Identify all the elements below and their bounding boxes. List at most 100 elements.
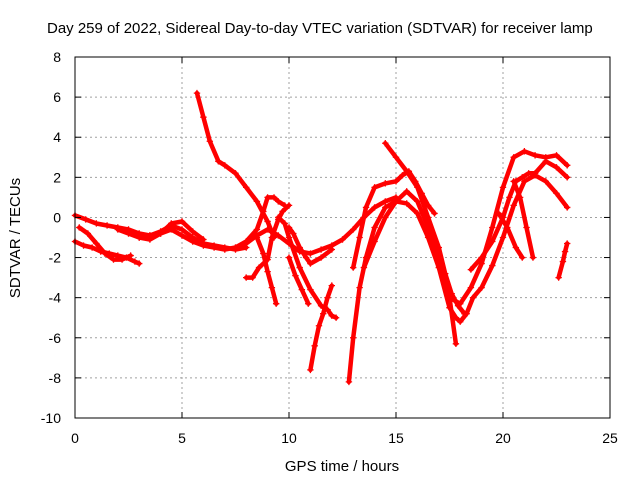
data-point bbox=[243, 274, 250, 281]
data-point bbox=[382, 198, 389, 205]
data-point bbox=[76, 224, 83, 231]
series-arc-9 bbox=[253, 234, 280, 307]
data-point bbox=[101, 250, 109, 257]
data-point bbox=[210, 242, 218, 249]
data-point bbox=[382, 180, 389, 187]
data-point bbox=[243, 238, 250, 245]
data-point bbox=[328, 282, 335, 289]
data-point bbox=[531, 170, 539, 177]
data-point bbox=[232, 244, 239, 251]
x-tick-label: 25 bbox=[602, 430, 618, 446]
data-point bbox=[285, 224, 293, 231]
data-point bbox=[298, 286, 306, 293]
y-tick-label: -6 bbox=[49, 330, 62, 346]
data-point bbox=[131, 258, 139, 265]
series-line bbox=[350, 169, 437, 270]
data-point bbox=[93, 240, 100, 247]
data-point bbox=[350, 264, 357, 271]
data-point bbox=[360, 264, 368, 271]
data-point bbox=[84, 230, 92, 237]
data-point bbox=[270, 194, 278, 201]
series-arc-22 bbox=[555, 240, 571, 281]
data-point bbox=[332, 314, 340, 321]
data-point bbox=[285, 202, 293, 209]
data-point bbox=[215, 158, 222, 165]
data-point bbox=[285, 254, 293, 261]
data-point bbox=[564, 204, 571, 211]
chart-title: Day 259 of 2022, Sidereal Day-to-day VTE… bbox=[47, 20, 593, 37]
data-point bbox=[243, 244, 250, 251]
data-point bbox=[281, 220, 288, 227]
data-series bbox=[71, 89, 571, 386]
data-point bbox=[553, 152, 560, 159]
data-point bbox=[296, 244, 303, 251]
y-tick-label: 8 bbox=[53, 49, 61, 65]
data-point bbox=[510, 178, 517, 185]
series-line bbox=[468, 159, 570, 272]
data-point bbox=[253, 198, 261, 205]
data-point bbox=[307, 286, 314, 293]
series-arc-12 bbox=[285, 254, 312, 307]
series-line bbox=[556, 241, 570, 280]
data-point bbox=[452, 340, 460, 347]
data-point bbox=[189, 234, 196, 241]
data-point bbox=[414, 198, 421, 205]
data-point bbox=[305, 300, 312, 307]
y-tick-label: 2 bbox=[53, 169, 61, 185]
data-point bbox=[264, 218, 271, 225]
series-line bbox=[286, 255, 311, 306]
data-point bbox=[178, 218, 186, 225]
data-point bbox=[193, 89, 201, 97]
series-arc-6 bbox=[193, 89, 278, 241]
axis-ticks: 0 5 10 15 20 25 -10 -8 -6 -4 -2 0 2 4 6 8 bbox=[41, 49, 618, 446]
data-point bbox=[103, 222, 111, 229]
data-point bbox=[555, 274, 562, 281]
data-point bbox=[80, 242, 87, 249]
data-point bbox=[268, 234, 276, 241]
data-point bbox=[525, 170, 532, 177]
data-point bbox=[249, 274, 256, 281]
data-point bbox=[350, 334, 357, 341]
data-point bbox=[315, 322, 323, 329]
data-point bbox=[317, 246, 325, 253]
data-point bbox=[311, 342, 318, 349]
y-tick-label: -4 bbox=[49, 290, 62, 306]
data-point bbox=[414, 184, 421, 191]
data-point bbox=[260, 250, 267, 257]
data-point bbox=[457, 318, 464, 325]
data-point bbox=[392, 198, 400, 205]
data-point bbox=[499, 234, 507, 241]
data-point bbox=[499, 184, 507, 191]
data-point bbox=[516, 194, 524, 201]
data-point bbox=[403, 188, 410, 195]
data-point bbox=[467, 266, 475, 273]
data-point bbox=[127, 252, 134, 259]
data-point bbox=[221, 244, 228, 251]
data-point bbox=[114, 226, 121, 233]
data-point bbox=[200, 240, 207, 247]
data-point bbox=[424, 214, 432, 221]
data-point bbox=[446, 294, 453, 301]
data-point bbox=[382, 204, 389, 211]
data-point bbox=[110, 256, 117, 263]
data-point bbox=[146, 232, 154, 239]
data-point bbox=[461, 310, 468, 317]
data-point bbox=[519, 174, 526, 181]
data-point bbox=[467, 284, 475, 291]
data-point bbox=[232, 170, 239, 177]
data-point bbox=[275, 198, 282, 205]
data-point bbox=[275, 232, 282, 239]
data-point bbox=[403, 200, 410, 207]
data-point bbox=[431, 210, 438, 217]
data-point bbox=[478, 254, 485, 261]
data-point bbox=[272, 300, 280, 307]
data-point bbox=[339, 236, 346, 243]
data-point bbox=[478, 284, 485, 291]
series-line bbox=[243, 203, 292, 280]
data-point bbox=[495, 210, 502, 217]
series-line bbox=[346, 173, 570, 385]
data-point bbox=[457, 300, 464, 307]
data-point bbox=[392, 178, 400, 185]
data-point bbox=[221, 162, 228, 169]
data-point bbox=[290, 230, 297, 237]
